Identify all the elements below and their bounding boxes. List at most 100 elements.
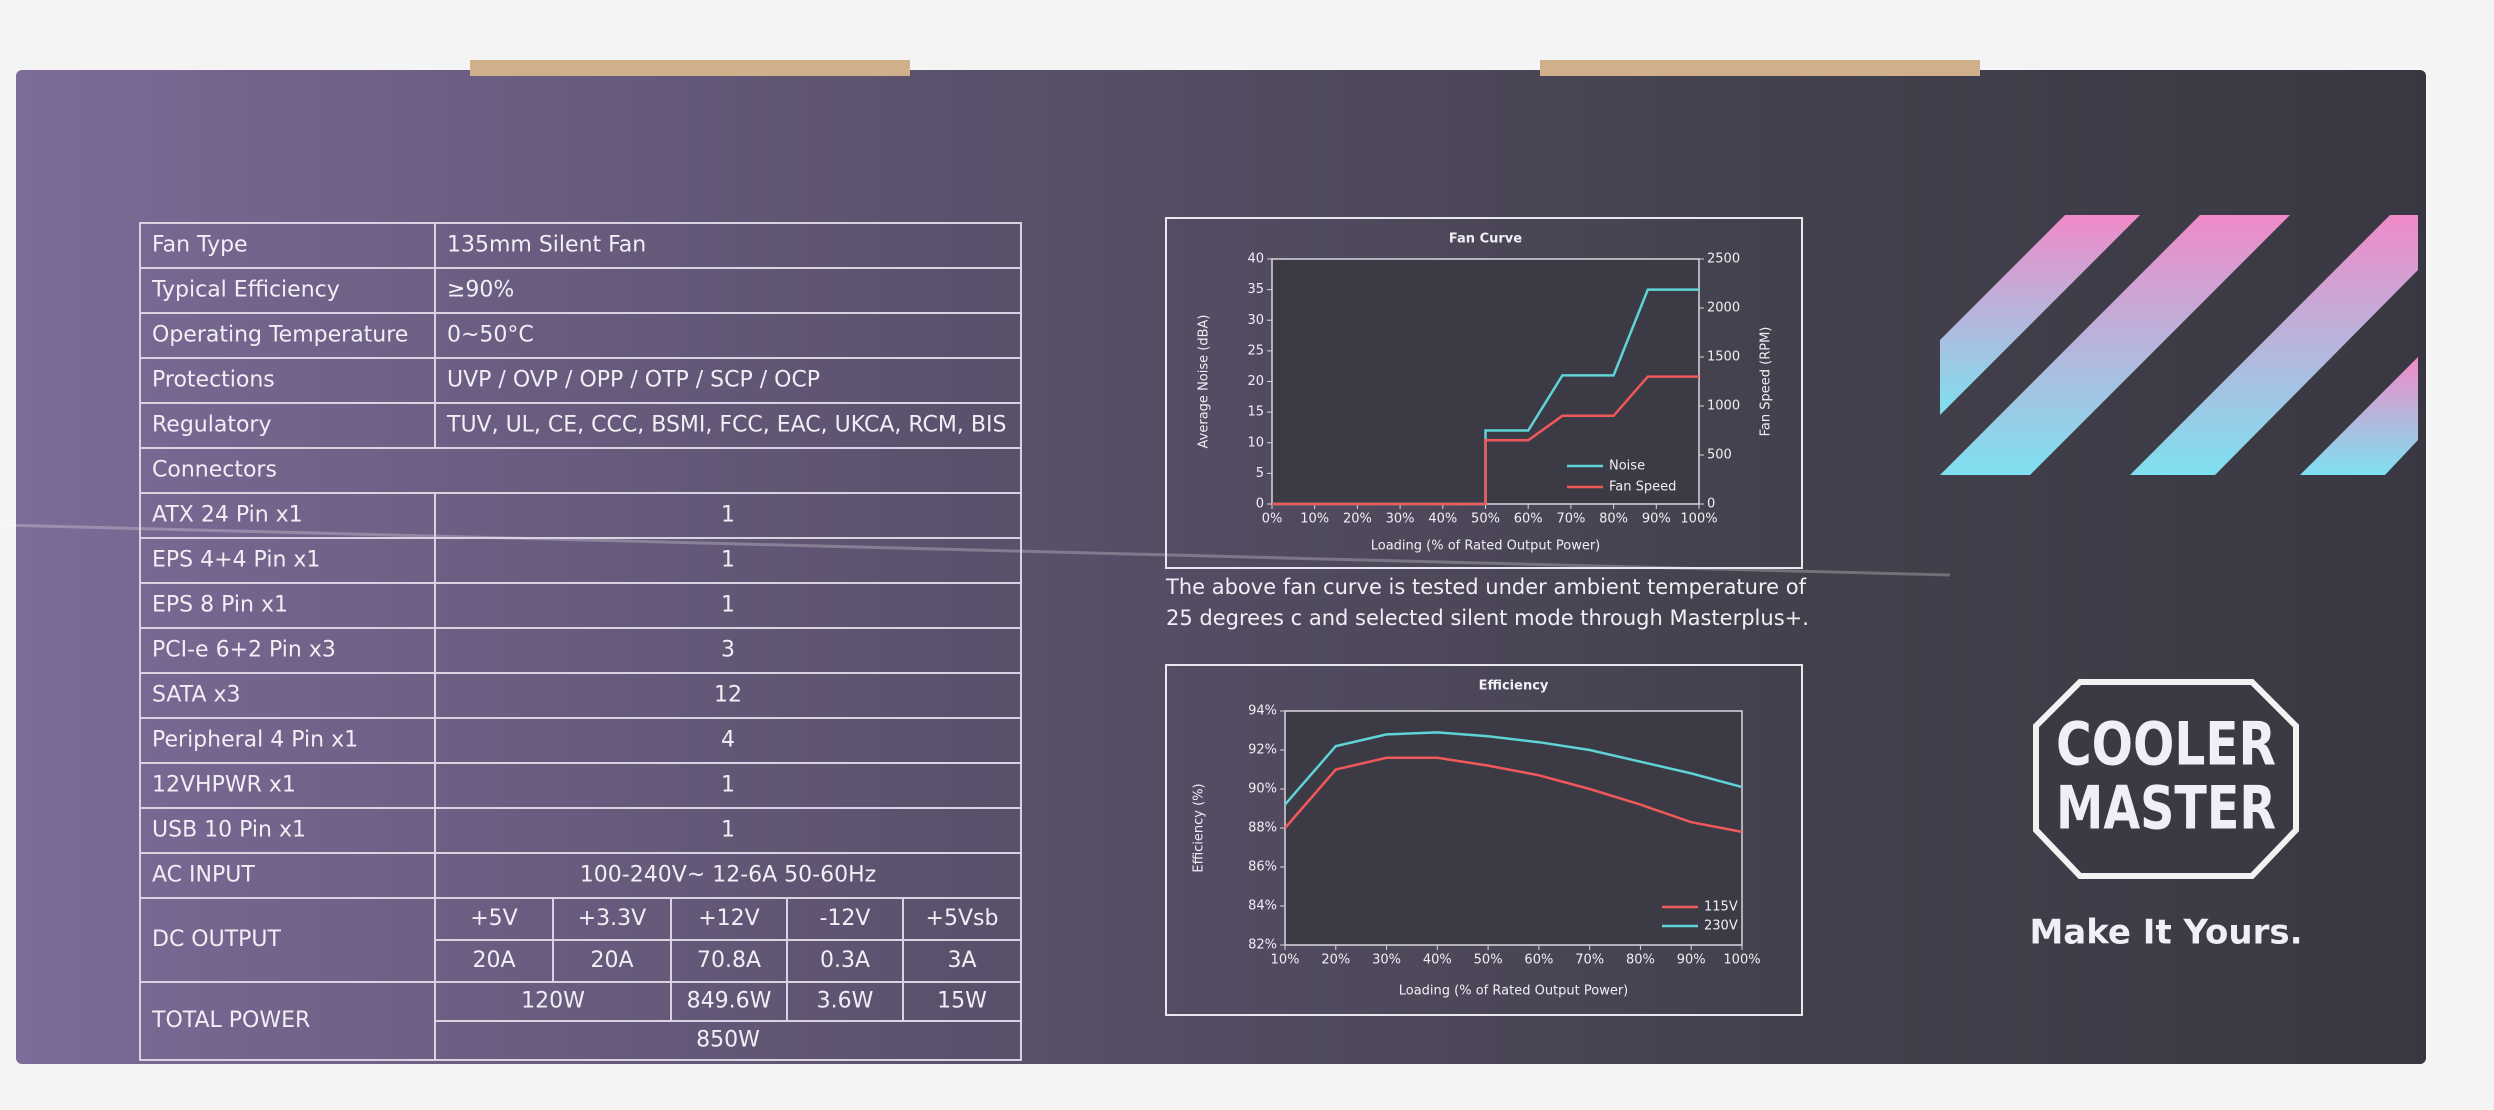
stripe (2300, 357, 2418, 475)
y-axis-label: Efficiency (%) (1192, 783, 1207, 872)
table-value: TUV, UL, CE, CCC, BSMI, FCC, EAC, UKCA, … (446, 413, 1006, 438)
legend-label: 230V (1704, 919, 1738, 934)
table-value: 70.8A (697, 948, 761, 973)
plot-area (1284, 710, 1743, 946)
tape (470, 60, 910, 76)
table-label: Fan Type (152, 233, 248, 258)
x-tick-label: 50% (1471, 512, 1500, 527)
y-tick-label: 40 (1247, 252, 1264, 267)
y2-tick-label: 500 (1707, 448, 1732, 463)
y-tick-label: 82% (1248, 938, 1277, 953)
legend-label: Noise (1609, 459, 1645, 474)
table-value: 12 (714, 683, 742, 708)
y-tick-label: 5 (1256, 466, 1264, 481)
table-value: 3A (947, 948, 976, 973)
x-tick-label: 80% (1626, 953, 1655, 968)
table-cell (434, 1020, 1022, 1061)
chart-title: Efficiency (1479, 679, 1549, 694)
legend-label: Fan Speed (1609, 480, 1676, 495)
x-tick-label: 50% (1474, 953, 1503, 968)
x-tick-label: 100% (1723, 953, 1760, 968)
y-tick-label: 94% (1248, 704, 1277, 719)
table-label: Operating Temperature (152, 323, 408, 348)
chart-frame (1165, 664, 1803, 1016)
table-value: 849.6W (687, 989, 772, 1014)
logo-badge (2033, 679, 2299, 879)
stripe (1940, 215, 2140, 415)
chart-title: Fan Curve (1449, 232, 1522, 247)
y-tick-label: 90% (1248, 782, 1277, 797)
y2-tick-label: 1000 (1707, 399, 1740, 414)
table-value: 1 (721, 773, 735, 798)
table-label: Connectors (152, 458, 277, 483)
y-tick-label: 88% (1248, 821, 1277, 836)
table-value: ≥90% (447, 278, 514, 303)
table-value: 15W (937, 989, 987, 1014)
logo-word: COOLER (2056, 710, 2276, 780)
table-label: ATX 24 Pin x1 (152, 503, 303, 528)
legend-label: 115V (1704, 900, 1738, 915)
table-value: 1 (721, 548, 735, 573)
table-value: 135mm Silent Fan (447, 233, 646, 258)
stripe (2130, 215, 2418, 475)
table-label: Protections (152, 368, 275, 393)
x-tick-label: 10% (1300, 512, 1329, 527)
table-label: Peripheral 4 Pin x1 (152, 728, 358, 753)
table-value: +5Vsb (926, 906, 999, 931)
x-tick-label: 60% (1514, 512, 1543, 527)
series-line (1284, 756, 1743, 834)
x-tick-label: 80% (1599, 512, 1628, 527)
x-tick-label: 10% (1271, 953, 1300, 968)
table-value: 4 (721, 728, 735, 753)
table-value: +3.3V (578, 906, 646, 931)
shrink-wrap-seam (0, 523, 1951, 577)
table-value: 1 (721, 503, 735, 528)
caption-line: 25 degrees c and selected silent mode th… (1166, 606, 1809, 630)
chart-frame (1165, 217, 1803, 569)
x-tick-label: 30% (1372, 953, 1401, 968)
x-tick-label: 70% (1575, 953, 1604, 968)
table-label: TOTAL POWER (151, 1008, 310, 1033)
table-value: 1 (721, 818, 735, 843)
table-label: EPS 4+4 Pin x1 (152, 548, 320, 573)
table-label: 12VHPWR x1 (152, 773, 296, 798)
y2-tick-label: 2500 (1707, 252, 1740, 267)
table-value: UVP / OVP / OPP / OTP / SCP / OCP (447, 368, 820, 393)
table-value: 20A (590, 948, 633, 973)
y-tick-label: 30 (1247, 313, 1264, 328)
table-value: 0.3A (820, 948, 870, 973)
table-value: 120W (521, 989, 585, 1014)
x-tick-label: 60% (1524, 953, 1553, 968)
table-value: 850W (696, 1028, 760, 1053)
y-tick-label: 25 (1247, 343, 1264, 358)
x-tick-label: 90% (1642, 512, 1671, 527)
table-label: Regulatory (152, 413, 272, 438)
table-label: DC OUTPUT (152, 927, 282, 952)
x-tick-label: 0% (1262, 512, 1283, 527)
series-line (1284, 731, 1743, 806)
table-label: AC INPUT (152, 863, 255, 888)
series-line (1272, 375, 1699, 506)
table-label: Typical Efficiency (151, 278, 340, 303)
y-tick-label: 10 (1247, 435, 1264, 450)
x-tick-label: 100% (1680, 512, 1717, 527)
x-tick-label: 70% (1556, 512, 1585, 527)
table-label: EPS 8 Pin x1 (152, 593, 288, 618)
y2-tick-label: 1500 (1707, 350, 1740, 365)
y-tick-label: 84% (1248, 899, 1277, 914)
x-tick-label: 30% (1386, 512, 1415, 527)
table-value: +12V (698, 906, 759, 931)
x-tick-label: 20% (1321, 953, 1350, 968)
y2-axis-label: Fan Speed (RPM) (1759, 327, 1774, 437)
table-label: USB 10 Pin x1 (152, 818, 306, 843)
table-label: SATA x3 (152, 683, 241, 708)
x-axis-label: Loading (% of Rated Output Power) (1399, 984, 1629, 999)
x-axis-label: Loading (% of Rated Output Power) (1371, 539, 1601, 554)
x-tick-label: 40% (1428, 512, 1457, 527)
table-label: PCI-e 6+2 Pin x3 (152, 638, 336, 663)
x-tick-label: 90% (1677, 953, 1706, 968)
table-value: 3.6W (817, 989, 874, 1014)
stripes (1940, 215, 2418, 475)
caption-line: The above fan curve is tested under ambi… (1165, 575, 1807, 599)
table-value: 100-240V~ 12-6A 50-60Hz (580, 863, 876, 888)
